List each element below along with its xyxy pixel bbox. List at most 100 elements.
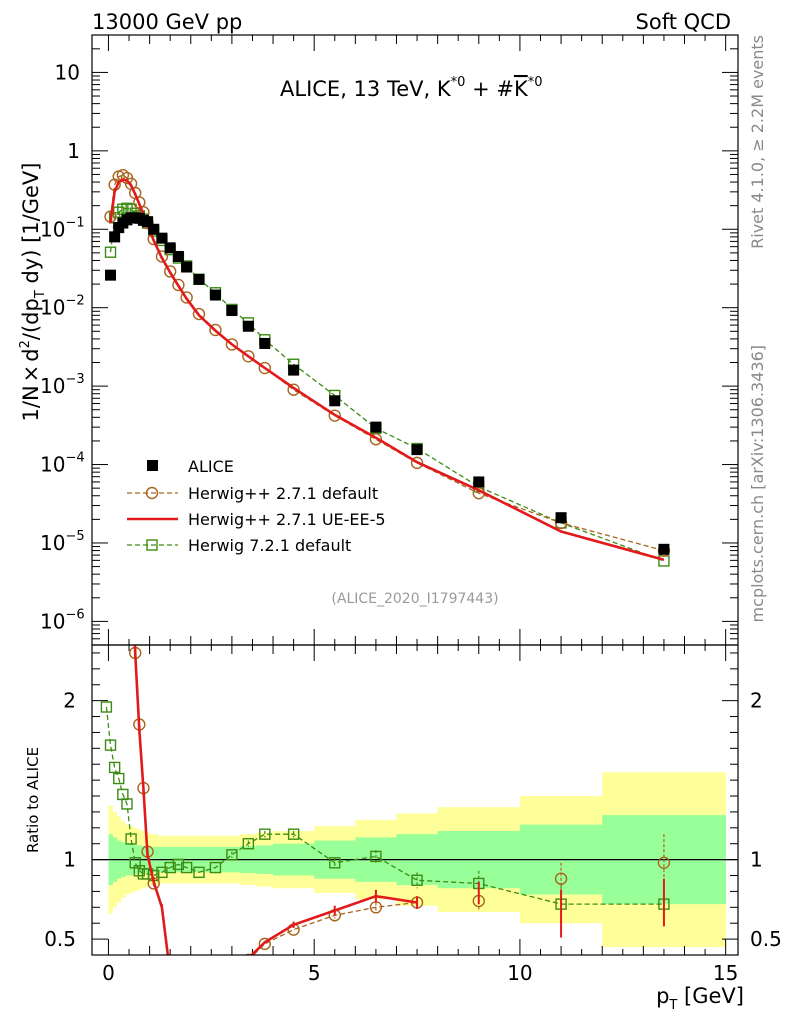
main-ytick-label: 10−6 bbox=[40, 607, 85, 633]
legend-marker-herwig721-default bbox=[146, 539, 158, 551]
ratio-point-square bbox=[125, 833, 137, 845]
rivet-label: Rivet 4.1.0, ≥ 2.2M events bbox=[748, 35, 767, 249]
ratio-xtick-label: 10 bbox=[507, 961, 532, 985]
title-mid: + # bbox=[465, 77, 514, 101]
mc-point-circle bbox=[242, 350, 255, 363]
ratio-point-square bbox=[226, 849, 238, 861]
mc-point-square bbox=[104, 246, 117, 258]
ylabel-c: d bbox=[19, 348, 43, 361]
main-ytick-label: 1 bbox=[67, 139, 80, 163]
ratio-xtick-label: 5 bbox=[308, 961, 321, 985]
main-ytick-exp: −1 bbox=[65, 215, 84, 230]
data-point bbox=[259, 337, 271, 349]
mc-point-circle bbox=[287, 383, 300, 396]
ratio-point-square bbox=[172, 858, 185, 871]
main-ytick-base: 10 bbox=[40, 453, 65, 477]
ratio-ytick-label: 2 bbox=[63, 689, 76, 713]
ratio-uncertainty-bands bbox=[92, 772, 738, 948]
main-series-layer bbox=[104, 168, 671, 567]
ylabel-b: × bbox=[19, 365, 43, 383]
ratio-point-square bbox=[287, 828, 300, 840]
main-ytick-label: 10−5 bbox=[40, 529, 85, 555]
ratio-point-square bbox=[259, 828, 271, 840]
legend-marker-herwig271-default bbox=[145, 486, 159, 500]
ratio-ytick-label-right: 2 bbox=[750, 689, 763, 713]
data-point bbox=[658, 543, 670, 555]
data-point bbox=[193, 273, 205, 285]
legend-entry-herwig721-default: Herwig 7.2.1 default bbox=[127, 536, 351, 555]
main-ytick-exp: −2 bbox=[65, 294, 84, 309]
main-ylabel: 1/N × d2/(dpT dy) [1/GeV] bbox=[18, 163, 48, 422]
main-ytick-exp: −4 bbox=[65, 451, 84, 466]
mc-point-square bbox=[117, 203, 129, 215]
ratio-panel: 0.5 0.5 1 1 2 2 0 5 10 15 Ratio to ALICE pT [GeV] bbox=[24, 526, 782, 1013]
data-point bbox=[329, 395, 341, 407]
ratio-axis-ticks: 0.5 0.5 1 1 2 2 0 5 10 15 bbox=[44, 645, 782, 985]
title-sup2: *0 bbox=[528, 75, 543, 90]
mc-point-circle bbox=[258, 361, 272, 375]
main-ytick-label: 10−4 bbox=[40, 451, 85, 477]
ratio-xlabel: pT [GeV] bbox=[656, 984, 744, 1013]
ratio-xtick-label: 15 bbox=[713, 961, 738, 985]
data-point bbox=[172, 250, 184, 262]
mc-point-circle bbox=[369, 433, 383, 446]
main-ytick-exp: −6 bbox=[65, 607, 84, 622]
header-left: 13000 GeV pp bbox=[92, 10, 242, 34]
legend-entry-alice: ALICE bbox=[147, 457, 234, 476]
main-ytick-label: 10−3 bbox=[40, 372, 85, 398]
ratio-ytick-label-right: 1 bbox=[750, 848, 763, 872]
xlabel-rest: [GeV] bbox=[677, 984, 744, 1008]
data-point bbox=[105, 269, 117, 281]
main-series-herwig-2-7-1-ue-ee-5-line bbox=[109, 178, 665, 562]
xlabel-p: p bbox=[656, 984, 669, 1008]
mc-point-circle bbox=[225, 338, 239, 351]
ratio-point-square bbox=[133, 865, 146, 877]
main-ytick-base: 10 bbox=[40, 374, 65, 398]
ratio-point-square bbox=[104, 739, 117, 751]
ratio-point-circle bbox=[554, 872, 568, 885]
mc-point-circle bbox=[172, 278, 185, 292]
main-ytick-base: 10 bbox=[40, 296, 65, 320]
legend-label-herwig271-ueee5: Herwig++ 2.7.1 UE-EE-5 bbox=[188, 510, 386, 529]
ratio-point-circle bbox=[258, 937, 272, 951]
main-ytick-label: 10−2 bbox=[40, 294, 85, 320]
ratio-ytick-label-right: 0.5 bbox=[750, 927, 782, 951]
ratio-point-circle bbox=[244, 953, 253, 955]
data-point bbox=[156, 232, 168, 244]
legend-label-herwig271-default: Herwig++ 2.7.1 default bbox=[188, 484, 378, 503]
legend-label-herwig721-default: Herwig 7.2.1 default bbox=[188, 536, 351, 555]
ratio-frame bbox=[91, 644, 739, 956]
legend-entry-herwig271-default: Herwig++ 2.7.1 default bbox=[127, 484, 378, 503]
ratio-point-square bbox=[193, 866, 205, 879]
main-title: ALICE, 13 TeV, K*0 + #K*0 bbox=[280, 75, 543, 101]
ratio-ylabel: Ratio to ALICE bbox=[24, 747, 42, 853]
data-point bbox=[226, 305, 238, 317]
ratio-series-layer bbox=[100, 526, 671, 955]
ylabel-c-sup: 2 bbox=[18, 340, 33, 348]
mc-point-circle bbox=[209, 323, 222, 337]
analysis-watermark: (ALICE_2020_I1797443) bbox=[331, 591, 498, 607]
mc-point-circle bbox=[163, 265, 177, 278]
ratio-point-square bbox=[129, 857, 141, 869]
legend-entry-herwig271-ueee5: Herwig++ 2.7.1 UE-EE-5 bbox=[127, 510, 386, 529]
ratio-ytick-label: 1 bbox=[63, 848, 76, 872]
data-point bbox=[209, 289, 221, 301]
data-point bbox=[555, 512, 567, 524]
header-right: Soft QCD bbox=[636, 10, 731, 34]
main-ytick-base: 10 bbox=[40, 609, 65, 633]
data-point bbox=[148, 223, 160, 235]
ratio-point-square bbox=[113, 772, 125, 785]
title-main: ALICE, 13 TeV, K bbox=[280, 77, 452, 101]
data-point bbox=[411, 444, 423, 456]
main-ytick-label: 10 bbox=[55, 60, 80, 84]
ratio-point-square bbox=[411, 874, 423, 886]
data-point bbox=[370, 421, 382, 433]
ratio-point-square bbox=[242, 838, 255, 850]
ratio-xtick-label: 0 bbox=[102, 961, 115, 985]
mc-point-circle bbox=[192, 307, 206, 321]
legend: ALICE Herwig++ 2.7.1 default Herwig++ 2.… bbox=[127, 457, 386, 555]
main-ytick-label: 10−1 bbox=[40, 215, 85, 241]
